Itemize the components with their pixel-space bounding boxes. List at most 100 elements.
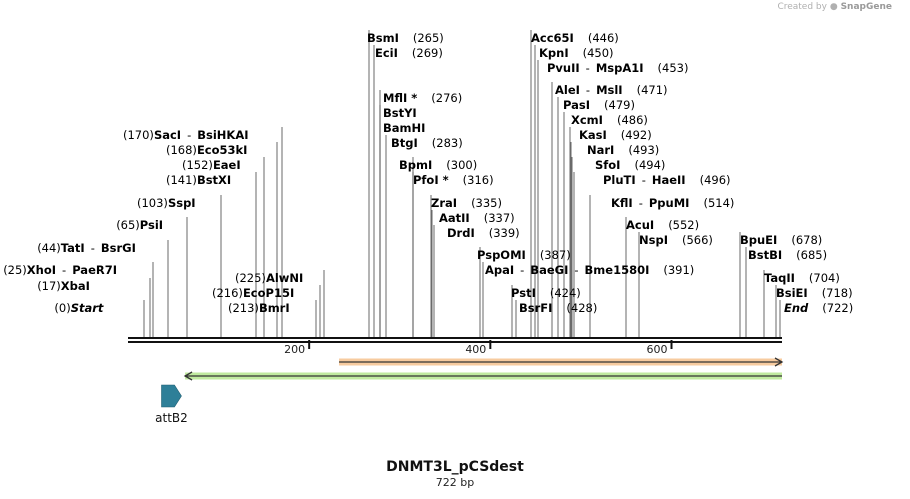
site-label-xbai[interactable]: (17)XbaI (37, 279, 90, 293)
enzyme-name: TatI (61, 241, 85, 255)
site-label-drdi[interactable]: DrdI (339) (447, 226, 520, 240)
site-label-acui[interactable]: AcuI (552) (626, 218, 699, 232)
site-position: (216) (212, 286, 243, 300)
enzyme-name: BaeGI (530, 263, 568, 277)
credit: Created by ● SnapGene (777, 2, 892, 12)
site-label-xhoi-paer7i[interactable]: (25)XhoI - PaeR7I (3, 263, 117, 277)
enzyme-name: Bme1580I (585, 263, 650, 277)
site-label-kfli-ppumi[interactable]: KflI - PpuMI (514) (611, 196, 734, 210)
snapgene-logo-icon: ● (829, 2, 838, 12)
site-position: (685) (796, 248, 827, 262)
green-arrow-feature[interactable] (183, 371, 783, 381)
site-label-acc65i[interactable]: Acc65I (446) (531, 31, 619, 45)
tick-label-600: 600 (646, 343, 667, 356)
site-position: (141) (166, 173, 197, 187)
enzyme-name: KflI (611, 196, 633, 210)
site-position: (494) (634, 158, 665, 172)
site-label-pluti-haeii[interactable]: PluTI - HaeII (496) (603, 173, 731, 187)
enzyme-name: PluTI (603, 173, 636, 187)
site-label-saci-bsihkai[interactable]: (170)SacI - BsiHKAI (123, 128, 249, 142)
site-label-zrai[interactable]: ZraI (335) (431, 196, 502, 210)
site-label-bsrfi[interactable]: BsrFI (428) (519, 301, 597, 315)
site-label-bstbi[interactable]: BstBI (685) (748, 248, 827, 262)
enzyme-name: SfoI (595, 158, 620, 172)
site-label-psii[interactable]: (65)PsiI (116, 218, 163, 232)
map-length: 722 bp (435, 476, 475, 489)
enzyme-name: EaeI (213, 158, 241, 172)
site-label-eaei[interactable]: (152)EaeI (182, 158, 241, 172)
site-label-nari[interactable]: NarI (493) (587, 143, 659, 157)
site-position: (17) (37, 279, 61, 293)
ruler-ticks: 200 400 600 (284, 340, 673, 356)
credit-prefix: Created by (777, 2, 827, 12)
site-label-start[interactable]: (0)Start (54, 301, 104, 315)
enzyme-name: BamHI (383, 121, 425, 135)
enzyme-name: PasI (563, 98, 590, 112)
site-label-ecop15i[interactable]: (216)EcoP15I (212, 286, 294, 300)
site-label-kpni[interactable]: KpnI (450) (539, 46, 614, 60)
site-label-eco53ki[interactable]: (168)Eco53kI (166, 143, 247, 157)
site-label-sfoi[interactable]: SfoI (494) (595, 158, 665, 172)
site-label-tati-bsrgi[interactable]: (44)TatI - BsrGI (37, 241, 136, 255)
site-position: (453) (658, 61, 689, 75)
orange-arrow-feature[interactable] (339, 357, 784, 367)
enzyme-name: AatII (439, 211, 470, 225)
site-label-bpmi[interactable]: BpmI (300) (399, 158, 477, 172)
site-position: (269) (412, 46, 443, 60)
site-label-end[interactable]: End (722) (784, 301, 853, 315)
site-label-alei-msli[interactable]: AleI - MslI (471) (555, 83, 668, 97)
site-label-mfli[interactable]: MflI * (276) (383, 91, 462, 105)
site-label-bsmi[interactable]: BsmI (265) (367, 31, 444, 45)
enzyme-name: NspI (639, 233, 668, 247)
enzyme-name: XbaI (61, 279, 90, 293)
site-label-bamhi[interactable]: BamHI (383, 121, 425, 135)
enzyme-name: Eco53kI (197, 143, 248, 157)
site-label-taqii[interactable]: TaqII (704) (764, 271, 840, 285)
site-label-apai-baegi-bme1580i[interactable]: ApaI - BaeGI - Bme1580I (391) (485, 263, 694, 277)
enzyme-name: BsiHKAI (197, 128, 248, 142)
site-label-bstxi[interactable]: (141)BstXI (166, 173, 231, 187)
enzyme-name: BsiEI (776, 286, 808, 300)
site-label-pasi[interactable]: PasI (479) (563, 98, 635, 112)
site-label-aatii[interactable]: AatII (337) (439, 211, 515, 225)
site-label-bstyi[interactable]: BstYI (383, 106, 417, 120)
enzyme-name: PvuII (547, 61, 580, 75)
site-position: (552) (668, 218, 699, 232)
site-label-bmri[interactable]: (213)BmrI (228, 301, 290, 315)
site-label-bsiei[interactable]: BsiEI (718) (776, 286, 853, 300)
enzyme-name: PaeR7I (72, 263, 117, 277)
dna-backbone (128, 337, 782, 343)
enzyme-name: MspA1I (596, 61, 644, 75)
enzyme-name: MslI (596, 83, 623, 97)
site-label-ecii[interactable]: EciI (269) (375, 46, 443, 60)
plasmid-map: (0)Start (17)XbaI (25)XhoI - PaeR7I (44)TatI -… (3, 30, 853, 425)
site-position: (168) (166, 143, 197, 157)
site-label-alwni[interactable]: (225)AlwNI (235, 271, 303, 285)
site-label-pvuii-mspa1i[interactable]: PvuII - MspA1I (453) (547, 61, 688, 75)
site-position: (265) (413, 31, 444, 45)
site-position: (722) (822, 301, 853, 315)
enzyme-name: BmrI (259, 301, 290, 315)
site-label-btgi[interactable]: BtgI (283) (391, 136, 463, 150)
attb2-feature[interactable]: attB2 (155, 384, 188, 425)
enzyme-name: AlwNI (266, 271, 303, 285)
site-label-pspomi[interactable]: PspOMI (387) (477, 248, 571, 262)
site-label-pfoi[interactable]: PfoI * (316) (413, 173, 494, 187)
site-label-sspi[interactable]: (103)SspI (137, 196, 196, 210)
enzyme-name: PfoI * (413, 173, 449, 187)
orange-arrow-feature-arrowhead-icon (774, 357, 784, 367)
site-label-kasi[interactable]: KasI (492) (579, 128, 652, 142)
site-position: (337) (484, 211, 515, 225)
site-position: (316) (463, 173, 494, 187)
site-label-psti[interactable]: PstI (424) (511, 286, 581, 300)
site-position: (493) (628, 143, 659, 157)
site-label-nspi[interactable]: NspI (566) (639, 233, 713, 247)
site-position: (566) (682, 233, 713, 247)
enzyme-name: AleI (555, 83, 580, 97)
site-position: (428) (566, 301, 597, 315)
features: attB2 (155, 357, 784, 425)
site-label-xcmi[interactable]: XcmI (486) (571, 113, 648, 127)
site-label-bpuei[interactable]: BpuEI (678) (740, 233, 822, 247)
enzyme-name: BpmI (399, 158, 432, 172)
site-position: (479) (604, 98, 635, 112)
